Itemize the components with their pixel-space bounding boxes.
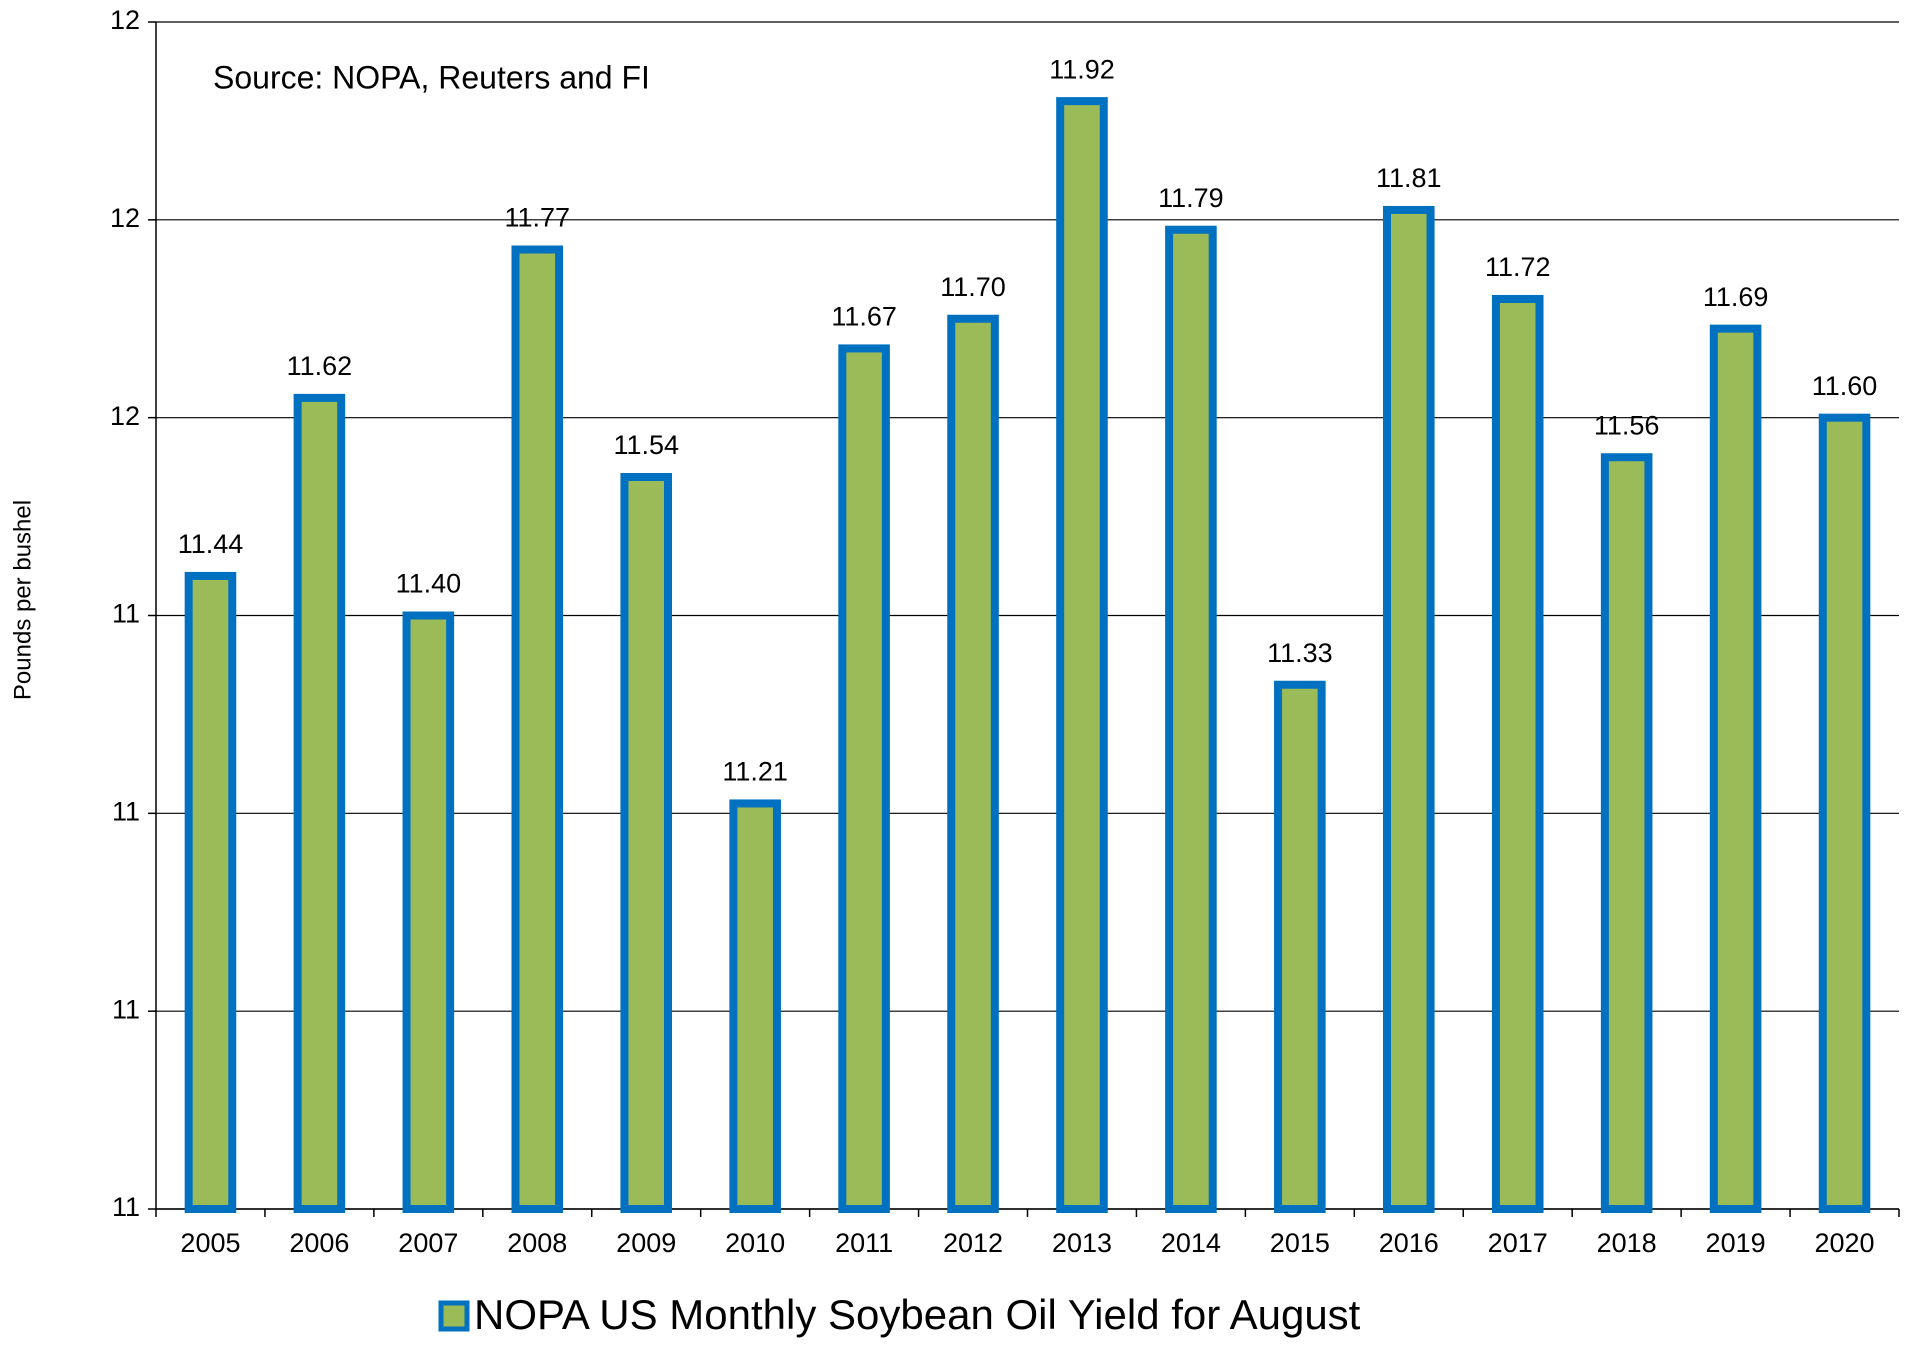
x-tick-label: 2007 xyxy=(398,1228,458,1258)
y-tick-label: 11 xyxy=(112,994,140,1024)
bar xyxy=(1274,680,1326,1213)
x-tick-label: 2011 xyxy=(835,1228,893,1258)
x-tick-label: 2015 xyxy=(1270,1228,1330,1258)
bar xyxy=(1818,413,1871,1213)
x-tick-label: 2019 xyxy=(1706,1228,1766,1258)
x-tick-label: 2018 xyxy=(1597,1228,1657,1258)
x-tick-label: 2014 xyxy=(1161,1228,1221,1258)
value-label: 11.21 xyxy=(722,757,788,787)
y-tick-label: 11 xyxy=(112,1192,140,1222)
value-label: 11.44 xyxy=(178,529,244,559)
x-tick-label: 2016 xyxy=(1379,1228,1439,1258)
x-tick-label: 2006 xyxy=(289,1228,349,1258)
bar xyxy=(293,393,346,1213)
x-tick-label: 2008 xyxy=(507,1228,567,1258)
bar xyxy=(402,611,455,1213)
y-tick-label: 12 xyxy=(110,203,140,233)
value-label: 11.62 xyxy=(287,351,353,381)
bar xyxy=(511,245,564,1213)
bar xyxy=(729,799,781,1213)
bar xyxy=(620,473,673,1213)
legend-entry: NOPA US Monthly Soybean Oil Yield for Au… xyxy=(474,1291,1361,1338)
bar xyxy=(1165,225,1217,1214)
value-label: 11.77 xyxy=(505,203,571,233)
value-label: 11.81 xyxy=(1376,163,1442,193)
value-label: 11.92 xyxy=(1049,54,1115,84)
x-tick-label: 2012 xyxy=(943,1228,1003,1258)
bar xyxy=(1056,97,1108,1214)
value-label: 11.40 xyxy=(396,569,462,599)
y-tick-label: 11 xyxy=(112,796,140,826)
source-annotation: Source: NOPA, Reuters and FI xyxy=(213,59,650,95)
value-label: 11.56 xyxy=(1594,410,1660,440)
bar xyxy=(1491,294,1544,1213)
value-label: 11.60 xyxy=(1812,371,1878,401)
legend-swatch xyxy=(438,1300,470,1332)
value-label: 11.54 xyxy=(613,430,679,460)
value-label: 11.72 xyxy=(1485,252,1551,282)
bar xyxy=(1600,453,1653,1213)
x-tick-label: 2009 xyxy=(616,1228,676,1258)
bar xyxy=(1382,205,1435,1214)
x-tick-label: 2010 xyxy=(725,1228,785,1258)
x-tick-label: 2013 xyxy=(1052,1228,1112,1258)
bar xyxy=(184,571,237,1213)
value-label: 11.70 xyxy=(940,272,1006,302)
value-label: 11.67 xyxy=(831,302,897,332)
x-tick-label: 2005 xyxy=(180,1228,240,1258)
y-tick-label: 12 xyxy=(110,401,140,431)
bar xyxy=(1709,324,1762,1213)
value-label: 11.33 xyxy=(1267,638,1333,668)
bar xyxy=(947,314,999,1213)
x-tick-label: 2020 xyxy=(1814,1228,1874,1258)
value-label: 11.79 xyxy=(1158,183,1224,213)
x-tick-label: 2017 xyxy=(1488,1228,1548,1258)
y-axis-label: Pounds per bushel xyxy=(9,500,36,700)
value-label: 11.69 xyxy=(1703,282,1769,312)
y-tick-label: 11 xyxy=(112,599,140,629)
y-tick-label: 12 xyxy=(110,5,140,35)
bar xyxy=(838,344,890,1213)
